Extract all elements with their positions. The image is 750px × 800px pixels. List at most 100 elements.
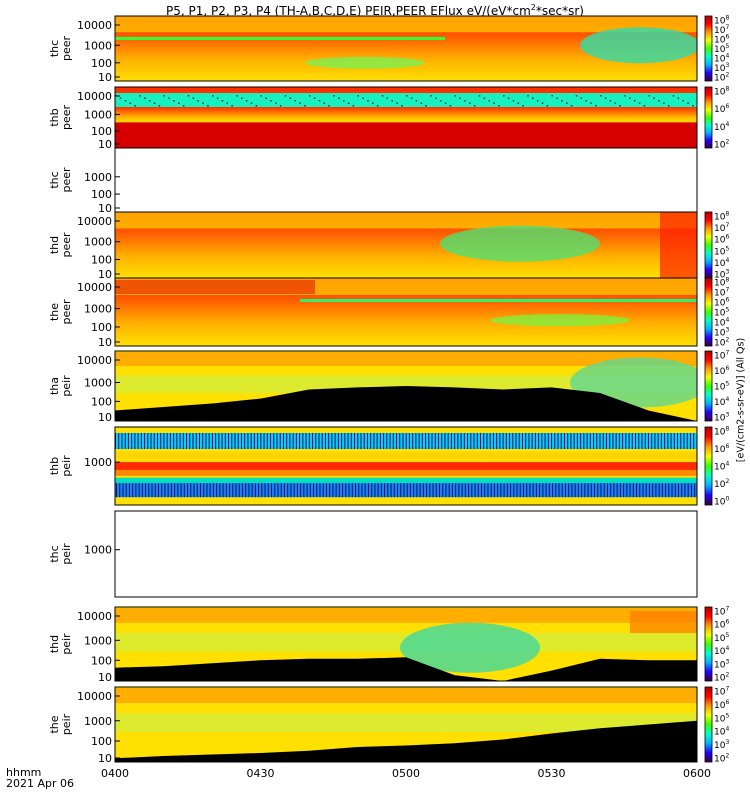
- colorbar-tick-label: 103: [714, 62, 729, 74]
- y-tick-label: 1000: [84, 108, 112, 121]
- colorbar-tick-label: 108: [714, 426, 729, 438]
- panel-thc_peir: 1000 thcpeir: [48, 510, 698, 598]
- panel-label: thepeir: [48, 713, 73, 735]
- y-tick-label: 100: [91, 125, 112, 138]
- panel-label: thepeer: [48, 299, 73, 325]
- panel-label: thbpeer: [48, 105, 73, 131]
- title-superscript: 2: [530, 3, 536, 12]
- colorbar-tick-label: 105: [714, 245, 729, 257]
- colorbar-tick-label: 103: [714, 658, 729, 670]
- spectrogram-thb_peir: [115, 427, 697, 505]
- x-tick-label: 0430: [247, 767, 275, 780]
- y-tick-label: 10: [98, 336, 112, 349]
- spectrogram-thc_peer: [115, 16, 697, 81]
- colorbar-tick-label: 107: [714, 24, 729, 36]
- y-tick-label: 100: [91, 735, 112, 748]
- colorbar-tick-label: 104: [714, 257, 729, 269]
- spectrogram-the_peir: [115, 687, 697, 762]
- colorbar-tick-label: 103: [714, 269, 729, 281]
- colorbar: [704, 86, 713, 149]
- y-tick-label: 100: [91, 254, 112, 267]
- colorbar-tick-label: 106: [714, 297, 729, 309]
- colorbar-tick-label: 104: [714, 461, 729, 473]
- colorbar: [704, 350, 713, 422]
- x-tick-label: 0600: [683, 767, 711, 780]
- spectrogram-tha_peir: [115, 351, 697, 421]
- y-tick-label: 10000: [77, 90, 112, 103]
- panel-thb_peir: 1000 thbpeir 108 106 104 102 100: [48, 426, 729, 508]
- y-tick-label: 10: [98, 752, 112, 765]
- time-axis-label: hhmm: [6, 766, 42, 779]
- panel-frame: [114, 15, 698, 82]
- colorbar-tick-label: 105: [714, 43, 729, 55]
- colorbar-tick-label: 107: [714, 287, 729, 299]
- panel-the_peer: 10000 1000 100 10 thepeer 1081071061051041031…: [48, 277, 729, 350]
- panel-frame: [114, 350, 698, 422]
- panel-frame: [114, 147, 698, 213]
- colorbar-tick-label: 108: [714, 211, 729, 223]
- y-tick-label: 1000: [84, 236, 112, 249]
- panel-label: thdpeir: [48, 633, 73, 655]
- y-tick-label: 10000: [77, 281, 112, 294]
- colorbar-tick-label: 103: [714, 739, 729, 751]
- colorbar-tick-label: 106: [714, 365, 729, 377]
- colorbar-tick-label: 108: [714, 15, 729, 27]
- colorbar-tick-label: 108: [714, 277, 729, 289]
- y-tick-label: 1000: [84, 39, 112, 52]
- panel-label: thbpeir: [48, 455, 73, 477]
- colorbar-tick-label: 106: [714, 619, 729, 631]
- colorbar: [704, 686, 713, 763]
- colorbar-tick-label: 104: [714, 645, 729, 657]
- colorbar-tick-label: 104: [714, 53, 729, 65]
- spectrogram-thd_peir: [115, 607, 697, 681]
- panel-frame: [114, 277, 698, 347]
- colorbar-tick-label: 108: [714, 86, 729, 98]
- y-tick-label: 1000: [84, 456, 112, 469]
- y-tick-label: 10: [98, 411, 112, 424]
- y-tick-label: 10: [98, 268, 112, 281]
- y-tick-label: 10: [98, 138, 112, 151]
- x-tick-label: 0500: [392, 767, 420, 780]
- y-tick-label: 1000: [84, 171, 112, 184]
- colorbar-tick-label: 107: [714, 222, 729, 234]
- y-tick-label: 100: [91, 188, 112, 201]
- colorbar-tick-label: 105: [714, 307, 729, 319]
- colorbar-tick-label: 104: [714, 396, 729, 408]
- y-tick-label: 10000: [77, 354, 112, 367]
- panel-label: thdpeer: [48, 232, 73, 258]
- x-tick-label: 0530: [538, 767, 566, 780]
- y-tick-label: 1000: [84, 544, 112, 557]
- colorbar-tick-label: 107: [714, 606, 729, 618]
- panel-frame: [114, 426, 698, 506]
- y-tick-label: 100: [91, 321, 112, 334]
- y-tick-label: 100: [91, 395, 112, 408]
- colorbar-tick-label: 102: [714, 672, 729, 684]
- colorbar-tick-label: 106: [714, 234, 729, 246]
- panel-tha_peir: 10000 1000 100 10 thapeir 107 106 105 104 103: [48, 350, 729, 425]
- colorbar-tick-label: 100: [714, 496, 729, 508]
- colorbar-tick-label: 106: [714, 699, 729, 711]
- colorbar: [704, 277, 713, 347]
- x-tick-label: 0400: [101, 767, 129, 780]
- panel-label: thcpeer: [48, 36, 73, 62]
- y-tick-label: 100: [91, 57, 112, 70]
- colorbar-tick-label: 107: [714, 350, 729, 362]
- figure-title: P5, P1, P2, P3, P4 (TH-A,B,C,D,E) PEIR,P…: [0, 0, 750, 19]
- colorbar-tick-label: 106: [714, 34, 729, 46]
- y-tick-label: 10000: [77, 610, 112, 623]
- colorbar-tick-label: 105: [714, 712, 729, 724]
- title-main: P5, P1, P2, P3, P4 (TH-A,B,C,D,E) PEIR,P…: [166, 4, 531, 18]
- y-tick-label: 1000: [84, 715, 112, 728]
- y-tick-label: 10000: [77, 215, 112, 228]
- colorbar-tick-label: 104: [714, 317, 729, 329]
- colorbar-tick-label: 106: [714, 443, 729, 455]
- y-tick-label: 1000: [84, 377, 112, 390]
- y-tick-label: 10000: [77, 19, 112, 32]
- colorbar: [704, 606, 713, 682]
